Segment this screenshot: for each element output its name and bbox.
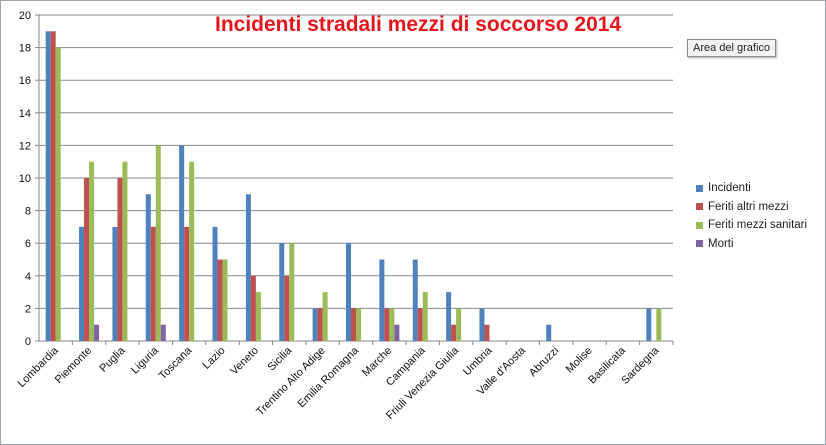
bar [279,243,285,341]
x-tick-label: Liguria [129,344,161,376]
x-tick-label: Toscana [157,344,195,382]
legend-swatch [696,184,703,192]
bar [384,308,390,341]
bar [456,308,462,341]
legend-item: Morti [696,235,807,254]
y-tick-label: 10 [19,173,31,185]
y-tick-label: 16 [19,75,31,87]
chart-area-tooltip: Area del grafico [687,39,777,57]
x-tick-label: Emilia Romagna [296,344,362,410]
bar [379,259,385,341]
bar [422,292,428,341]
bar [346,243,351,341]
bar [189,161,195,341]
x-tick-label: Sicilia [266,344,295,373]
bar [356,308,361,341]
legend-swatch [696,221,703,229]
bar [184,226,190,341]
bar [546,324,552,341]
legend-swatch [696,240,703,248]
bar [222,259,228,341]
bar [150,226,156,341]
bar [446,292,452,341]
bar [394,324,400,341]
bar [289,243,295,341]
y-tick-label: 14 [19,108,31,120]
bar [212,226,218,341]
legend-label: Feriti altri mezzi [708,200,789,213]
bar [389,308,395,341]
bar [79,226,85,341]
x-tick-label: Molise [564,345,595,376]
bar [255,292,261,341]
bar [89,161,95,341]
x-tick-label: Puglia [97,344,128,375]
x-tick-label: Lazio [201,345,228,372]
bar [160,324,166,341]
bar [656,308,662,341]
legend-label: Incidenti [708,182,751,195]
bar [317,308,323,341]
bar [412,259,418,341]
bar [50,31,56,342]
y-tick-label: 8 [25,206,31,218]
bar [351,308,356,341]
bar [112,226,118,341]
y-tick-label: 20 [19,10,31,22]
y-tick-label: 2 [25,303,31,315]
y-tick-label: 4 [25,271,31,283]
y-tick-label: 6 [25,238,31,250]
x-tick-label: Piemonte [53,345,94,386]
y-tick-label: 0 [25,336,31,348]
y-tick-label: 12 [19,140,31,152]
x-tick-label: Sardegna [619,344,662,387]
bar [250,275,256,341]
legend-item: Feriti altri mezzi [696,198,807,217]
bar [145,194,151,341]
legend-label: Morti [708,237,734,250]
legend: Incidenti Feriti altri mezzi Feriti mezzi … [696,179,807,253]
bar [155,145,161,341]
bar [55,47,61,341]
bar [417,308,423,341]
bar [479,308,485,341]
bar [45,31,51,342]
bar [646,308,652,341]
x-tick-label: Veneto [228,345,261,378]
bar [245,194,251,341]
bar [117,178,123,341]
y-tick-label: 18 [19,43,31,55]
chart-title: Incidenti stradali mezzi di soccorso 201… [215,13,622,36]
bar [451,324,457,341]
bar [312,308,318,341]
bar [217,259,223,341]
bar [322,292,328,341]
bar [179,145,185,341]
legend-label: Feriti mezzi sanitari [708,219,808,232]
x-tick-label: Abruzzi [527,345,561,379]
legend-item: Feriti mezzi sanitari [696,216,807,235]
bar [94,324,100,341]
legend-item: Incidenti [696,179,807,198]
bar [484,324,490,341]
legend-swatch [696,203,703,211]
bar [284,275,290,341]
bar [122,161,128,341]
bar [84,178,90,341]
x-tick-label: Lombardia [16,344,62,390]
